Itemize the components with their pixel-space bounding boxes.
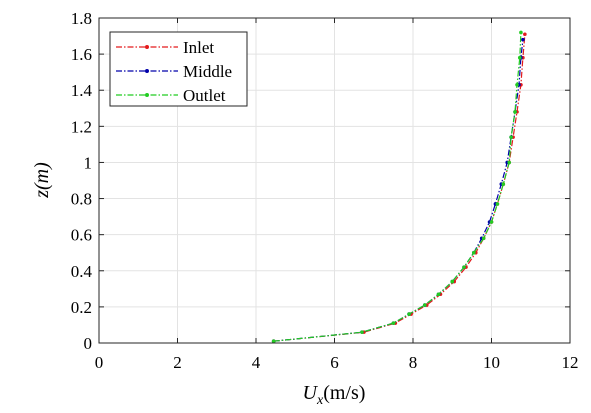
y-tick-label: 0.2 xyxy=(71,298,92,317)
x-tick-label: 10 xyxy=(483,353,500,372)
y-tick-label: 1 xyxy=(84,153,93,172)
y-tick-label: 1.4 xyxy=(71,81,93,100)
y-tick-label: 0 xyxy=(84,334,93,353)
x-axis-label-main: U xyxy=(303,382,319,404)
legend: Inlet Middle Outlet xyxy=(109,31,248,107)
data-point xyxy=(509,135,513,139)
legend-entry-middle: Middle xyxy=(116,62,232,81)
data-point xyxy=(271,339,276,343)
legend-label: Middle xyxy=(183,62,232,81)
data-point xyxy=(495,202,500,206)
tick-labels: 0 2 4 6 8 10 12 0 0.2 0.4 0.6 0.8 1 1.2 1.4 1.6 1.8 xyxy=(71,9,579,372)
data-point xyxy=(513,110,517,114)
x-tick-label: 2 xyxy=(173,353,182,372)
x-tick-label: 12 xyxy=(562,353,579,372)
y-tick-label: 1.6 xyxy=(71,45,92,64)
x-axis-label-sub: x xyxy=(316,393,324,408)
data-point xyxy=(407,312,411,316)
data-point xyxy=(462,265,466,269)
data-point xyxy=(489,220,494,224)
data-point xyxy=(523,32,527,37)
x-tick-label: 0 xyxy=(95,353,104,372)
x-axis-label: Ux(m/s) xyxy=(303,382,366,408)
data-point xyxy=(501,182,506,186)
legend-box xyxy=(109,31,248,107)
y-tick-label: 0.4 xyxy=(71,262,93,281)
data-point xyxy=(515,83,519,87)
data-point xyxy=(360,330,364,334)
series-layer xyxy=(271,30,527,343)
y-axis-label: z(m) xyxy=(31,162,53,199)
ticks xyxy=(98,17,571,344)
data-point xyxy=(481,236,486,241)
legend-entries: Inlet Middle Outlet xyxy=(116,38,232,105)
data-point xyxy=(391,321,396,325)
x-axis-label-units: (m/s) xyxy=(323,382,365,404)
legend-marker xyxy=(145,93,149,97)
legend-label: Inlet xyxy=(183,38,214,57)
legend-marker xyxy=(145,69,149,73)
legend-entry-outlet: Outlet xyxy=(116,86,226,105)
legend-entry-inlet: Inlet xyxy=(116,38,214,57)
data-point xyxy=(450,279,455,284)
x-tick-label: 4 xyxy=(252,353,261,372)
data-point xyxy=(519,30,523,35)
y-tick-label: 1.8 xyxy=(71,9,92,28)
data-point xyxy=(507,160,511,165)
legend-label: Outlet xyxy=(183,86,226,105)
data-point xyxy=(521,37,525,42)
x-tick-label: 6 xyxy=(330,353,339,372)
y-tick-label: 0.6 xyxy=(71,226,92,245)
data-point xyxy=(517,55,522,60)
legend-marker xyxy=(145,45,149,49)
y-tick-label: 1.2 xyxy=(71,117,92,136)
y-tick-label: 0.8 xyxy=(71,190,92,209)
data-point xyxy=(436,292,441,297)
data-point xyxy=(422,303,427,307)
series-outlet xyxy=(271,30,523,343)
data-point xyxy=(472,250,476,255)
x-tick-label: 8 xyxy=(409,353,418,372)
